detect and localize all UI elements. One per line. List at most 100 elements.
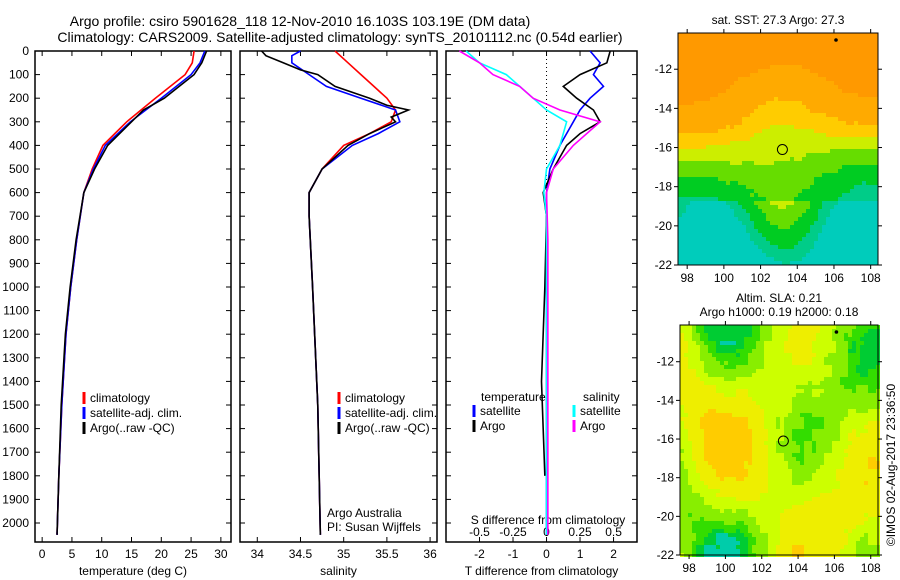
- map-cell: [794, 81, 798, 85]
- map-cell: [678, 129, 682, 133]
- map-cell: [696, 489, 700, 493]
- map-cell: [798, 201, 802, 205]
- map-cell: [792, 509, 796, 513]
- map-cell: [710, 121, 714, 125]
- map-cell: [796, 449, 800, 453]
- map-cell: [764, 349, 768, 353]
- map-cell: [802, 181, 806, 185]
- map-cell: [850, 53, 854, 57]
- map-cell: [866, 93, 870, 97]
- map-cell: [806, 129, 810, 133]
- map-cell: [846, 37, 850, 41]
- map-cell: [776, 389, 780, 393]
- map-cell: [712, 389, 716, 393]
- map-cell: [804, 333, 808, 337]
- map-cell: [692, 345, 696, 349]
- map-cell: [678, 45, 682, 49]
- map-cell: [782, 33, 786, 37]
- map-cell: [850, 201, 854, 205]
- map-cell: [720, 333, 724, 337]
- map-cell: [810, 181, 814, 185]
- map-cell: [780, 457, 784, 461]
- map-cell: [794, 253, 798, 257]
- map-cell: [834, 61, 838, 65]
- map-cell: [796, 481, 800, 485]
- map-cell: [756, 337, 760, 341]
- map-cell: [694, 201, 698, 205]
- map-cell: [858, 33, 862, 37]
- map-cell: [700, 521, 704, 525]
- map-cell: [718, 133, 722, 137]
- map-cell: [694, 165, 698, 169]
- map-cell: [818, 229, 822, 233]
- map-cell: [854, 109, 858, 113]
- map-cell: [766, 237, 770, 241]
- map-cell: [850, 129, 854, 133]
- map-cell: [794, 53, 798, 57]
- map-cell: [718, 65, 722, 69]
- map-cell: [724, 425, 728, 429]
- map-cell: [850, 49, 854, 53]
- map-cell: [798, 197, 802, 201]
- map-cell: [714, 97, 718, 101]
- map-cell: [750, 241, 754, 245]
- map-cell: [838, 193, 842, 197]
- map-cell: [734, 193, 738, 197]
- map-cell: [682, 121, 686, 125]
- map-cell: [730, 101, 734, 105]
- map-cell: [838, 181, 842, 185]
- map-cell: [696, 481, 700, 485]
- map-cell: [706, 185, 710, 189]
- map-cell: [706, 49, 710, 53]
- map-cell: [794, 233, 798, 237]
- map-cell: [690, 253, 694, 257]
- map-cell: [692, 429, 696, 433]
- map-cell: [874, 157, 878, 161]
- map-cell: [748, 545, 752, 549]
- map-cell: [700, 349, 704, 353]
- legend-label: satellite-adj. clim.: [90, 406, 182, 420]
- map-cell: [696, 365, 700, 369]
- map-cell: [758, 197, 762, 201]
- map-cell: [756, 533, 760, 537]
- map-cell: [858, 229, 862, 233]
- map-cell: [814, 125, 818, 129]
- map-cell: [724, 541, 728, 545]
- map-cell: [764, 537, 768, 541]
- map-cell: [742, 149, 746, 153]
- map-cell: [724, 377, 728, 381]
- map-cell: [842, 161, 846, 165]
- map-cell: [782, 129, 786, 133]
- map-cell: [782, 65, 786, 69]
- map-cell: [712, 513, 716, 517]
- map-cell: [702, 49, 706, 53]
- map-cell: [778, 201, 782, 205]
- map-cell: [754, 69, 758, 73]
- map-cell: [698, 85, 702, 89]
- map-cell: [700, 485, 704, 489]
- map-cell: [798, 177, 802, 181]
- map-cell: [738, 205, 742, 209]
- map-cell: [732, 433, 736, 437]
- map-cell: [722, 237, 726, 241]
- map-cell: [786, 161, 790, 165]
- map-cell: [798, 69, 802, 73]
- map-cell: [792, 325, 796, 329]
- map-cell: [778, 69, 782, 73]
- map-cell: [722, 101, 726, 105]
- map-cell: [678, 89, 682, 93]
- map-cell: [744, 513, 748, 517]
- map-cell: [690, 225, 694, 229]
- map-cell: [684, 461, 688, 465]
- map-cell: [712, 445, 716, 449]
- map-cell: [800, 465, 804, 469]
- map-cell: [680, 441, 684, 445]
- map-cell: [682, 177, 686, 181]
- map-cell: [794, 217, 798, 221]
- map-cell: [858, 165, 862, 169]
- map-cell: [842, 241, 846, 245]
- map-cell: [726, 193, 730, 197]
- map-cell: [826, 261, 830, 265]
- map-cell: [798, 97, 802, 101]
- map-cell: [834, 157, 838, 161]
